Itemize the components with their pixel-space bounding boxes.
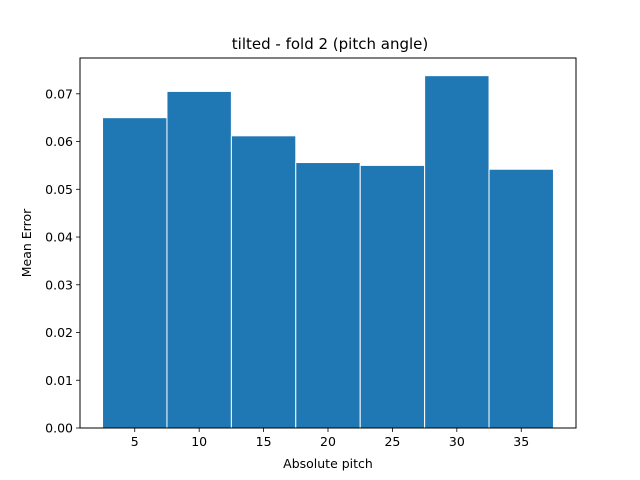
bars [102, 75, 554, 429]
y-tick-label: 0.07 [45, 86, 73, 101]
y-tick-label: 0.01 [45, 373, 73, 388]
y-axis-label: Mean Error [19, 208, 34, 277]
bar [359, 164, 426, 429]
y-tick-label: 0.04 [45, 230, 73, 245]
x-tick-label: 30 [449, 434, 465, 449]
x-tick-label: 25 [384, 434, 400, 449]
bar [230, 135, 297, 429]
y-axis-ticks: 0.00 0.01 0.02 0.03 0.04 0.05 0.06 0.07 [45, 86, 80, 436]
bar [295, 162, 361, 429]
bar [166, 90, 232, 429]
x-tick-label: 10 [191, 434, 207, 449]
bar [424, 75, 490, 429]
x-axis-ticks: 5 10 15 20 25 30 35 [131, 428, 529, 449]
y-tick-label: 0.06 [45, 134, 73, 149]
bar [488, 168, 554, 429]
x-tick-label: 15 [256, 434, 272, 449]
y-tick-label: 0.00 [45, 421, 73, 436]
y-tick-label: 0.02 [45, 325, 73, 340]
plot-frame [79, 57, 577, 429]
x-tick-label: 5 [131, 434, 139, 449]
x-axis-label: Absolute pitch [283, 456, 373, 471]
chart-title: tilted - fold 2 (pitch angle) [232, 35, 428, 53]
y-tick-label: 0.05 [45, 182, 73, 197]
y-tick-label: 0.03 [45, 277, 73, 292]
x-tick-label: 35 [513, 434, 529, 449]
bar [102, 117, 168, 429]
x-tick-label: 20 [320, 434, 336, 449]
